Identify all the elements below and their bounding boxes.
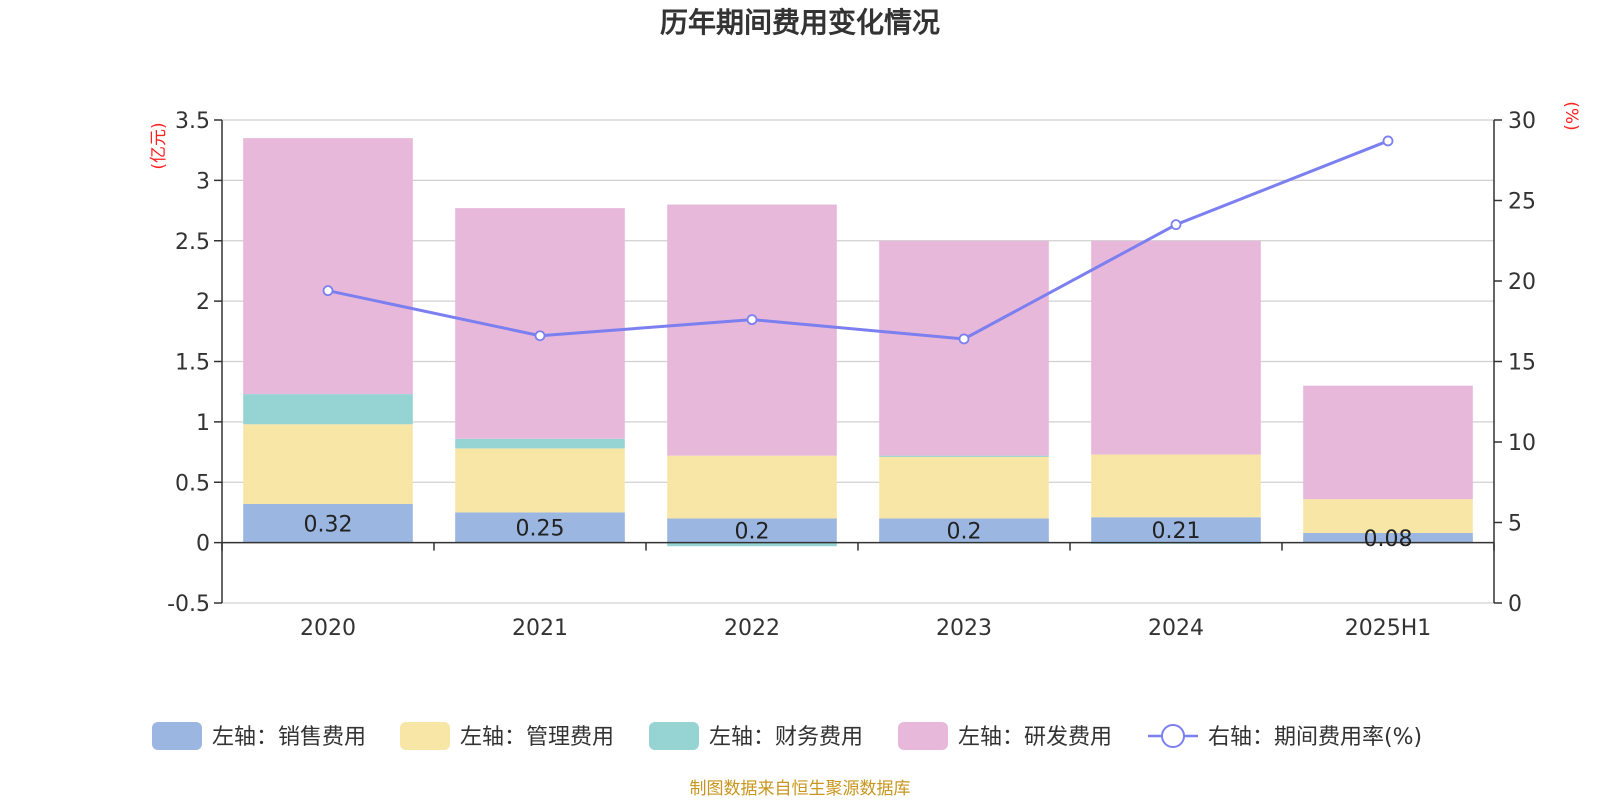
bar-segment <box>1091 240 1261 455</box>
left-axis-ticks: 3.5 3 2.5 2 1.5 1 0.5 0 -0.5 <box>167 109 222 617</box>
legend[interactable]: 左轴：销售费用 左轴：管理费用 左轴：财务费用 左轴：研发费用 右轴：期间费用率(%) <box>152 722 1422 750</box>
left-tick-label: 0.5 <box>175 471 210 496</box>
right-tick-label: 5 <box>1508 512 1522 537</box>
bar-segment <box>667 455 837 519</box>
bar-segment <box>667 542 837 547</box>
left-tick-label: 0 <box>196 532 210 557</box>
x-tick-label: 2024 <box>1148 616 1204 641</box>
expense-rate-point <box>1382 135 1394 147</box>
right-tick-label: 30 <box>1508 109 1536 134</box>
left-tick-label: 3.5 <box>175 109 210 134</box>
bar-segment <box>1091 454 1261 518</box>
bar-segment <box>879 518 1049 543</box>
bar-value-label: 0.2 <box>735 520 770 545</box>
bar-segment <box>455 512 625 543</box>
left-tick-label: -0.5 <box>167 592 210 617</box>
expense-rate-point <box>322 285 334 297</box>
bar-value-label: 0.2 <box>947 520 982 545</box>
bar-segment <box>879 455 1049 457</box>
bar-segment <box>667 204 837 456</box>
left-axis-unit: (亿元) <box>149 122 169 169</box>
bar-segment <box>243 424 413 504</box>
bar-labels: 0.32 0.25 0.2 0.2 0.21 0.08 <box>304 512 1413 551</box>
bar-segment <box>243 138 413 395</box>
legend-item-2[interactable]: 左轴：管理费用 <box>400 722 614 750</box>
bar-segment <box>1303 385 1473 500</box>
source-note: 制图数据来自恒生聚源数据库 <box>690 779 911 799</box>
legend-label: 左轴：销售费用 <box>212 725 366 750</box>
legend-swatch <box>400 722 450 750</box>
legend-item-5[interactable]: 右轴：期间费用率(%) <box>1148 724 1422 750</box>
expense-rate-point <box>534 330 546 342</box>
chart-title: 历年期间费用变化情况 <box>660 6 940 39</box>
right-tick-label: 20 <box>1508 270 1536 295</box>
legend-marker-icon <box>1161 724 1185 748</box>
legend-label: 左轴：研发费用 <box>958 725 1112 750</box>
legend-swatch <box>649 722 699 750</box>
right-tick-label: 0 <box>1508 592 1522 617</box>
right-tick-label: 25 <box>1508 190 1536 215</box>
legend-swatch <box>898 722 948 750</box>
bar-segment <box>455 448 625 513</box>
legend-label: 左轴：财务费用 <box>709 725 863 750</box>
left-tick-label: 2 <box>196 290 210 315</box>
expense-rate-point <box>958 333 970 345</box>
legend-item-4[interactable]: 左轴：研发费用 <box>898 722 1112 750</box>
gridlines <box>222 119 1494 604</box>
left-tick-label: 1.5 <box>175 351 210 376</box>
bar-value-label: 0.21 <box>1152 519 1201 544</box>
right-axis-unit: (%) <box>1561 101 1581 130</box>
left-tick-label: 3 <box>196 169 210 194</box>
expense-rate-line <box>322 135 1394 345</box>
legend-swatch <box>152 722 202 750</box>
bar-segment <box>243 503 413 543</box>
expense-rate-point <box>746 314 758 326</box>
bars <box>243 138 1473 547</box>
expense-rate-point <box>1170 219 1182 231</box>
bar-value-label: 0.08 <box>1364 527 1413 552</box>
right-tick-label: 15 <box>1508 351 1536 376</box>
left-tick-label: 1 <box>196 411 210 436</box>
x-tick-label: 2023 <box>936 616 992 641</box>
bar-segment <box>1303 532 1473 543</box>
right-tick-label: 10 <box>1508 431 1536 456</box>
x-tick-label: 2022 <box>724 616 780 641</box>
x-tick-label: 2021 <box>512 616 568 641</box>
left-tick-label: 2.5 <box>175 230 210 255</box>
bar-segment <box>1091 517 1261 543</box>
legend-label: 左轴：管理费用 <box>460 725 614 750</box>
bar-value-label: 0.25 <box>516 517 565 542</box>
legend-label: 右轴：期间费用率(%) <box>1208 725 1422 750</box>
bar-segment <box>1303 499 1473 533</box>
x-axis-ticks: 2020 2021 2022 2023 2024 2025H1 <box>300 616 1431 641</box>
right-axis-ticks: 30 25 20 15 10 5 0 <box>1494 109 1536 617</box>
expense-rate-path <box>327 139 1389 341</box>
bar-segment <box>243 394 413 425</box>
bar-segment <box>667 518 837 543</box>
bar-segment <box>879 240 1049 456</box>
x-tick-label: 2020 <box>300 616 356 641</box>
bar-value-label: 0.32 <box>304 512 353 537</box>
legend-item-1[interactable]: 左轴：销售费用 <box>152 722 366 750</box>
legend-item-3[interactable]: 左轴：财务费用 <box>649 722 863 750</box>
bar-segment <box>455 438 625 449</box>
x-tick-label: 2025H1 <box>1345 616 1432 641</box>
bar-segment <box>879 456 1049 519</box>
